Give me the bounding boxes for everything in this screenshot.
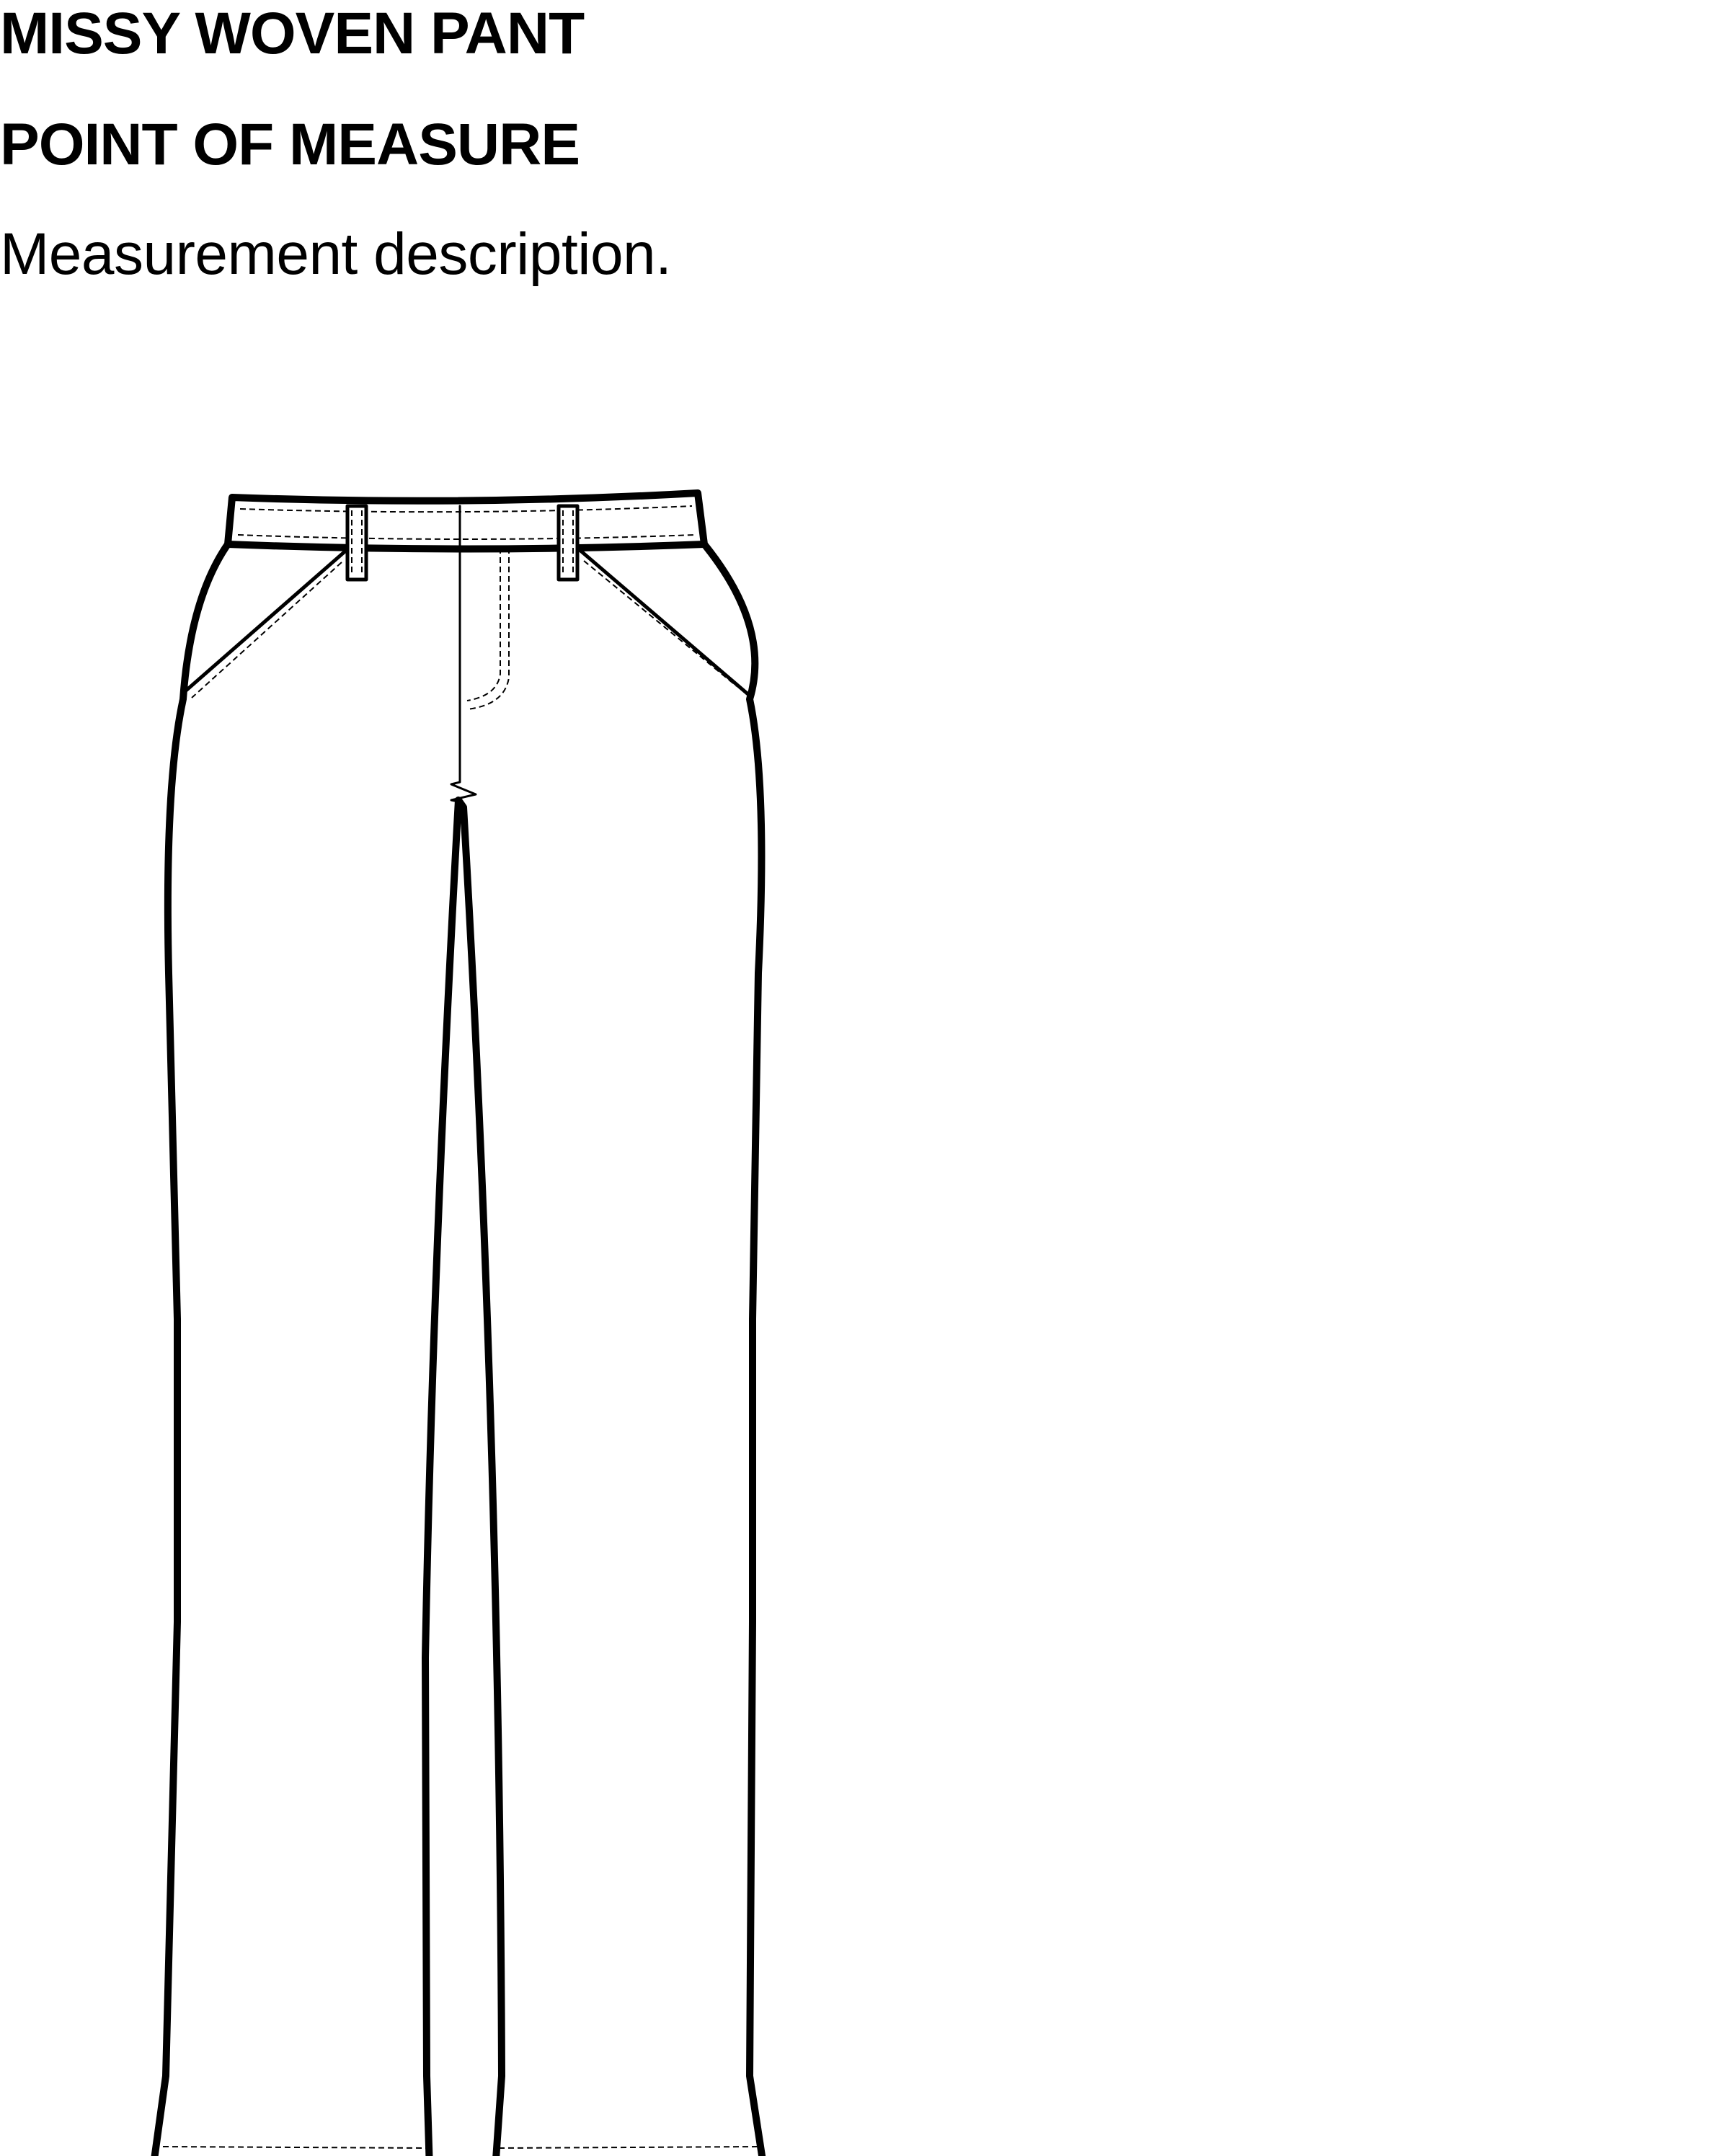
center-front-seam [450,505,477,803]
left-leg-hem [162,2146,430,2149]
right-belt-loop [556,504,580,582]
measurement-description: Measurement description. [0,221,672,287]
pant-silhouette [151,489,766,2156]
left-belt-loop [345,504,368,582]
right-front-pocket [577,547,752,698]
waistband [224,505,708,553]
fly-topstitch [466,548,501,701]
fly-topstitch-inner [466,548,510,710]
left-front-pocket [184,547,350,698]
garment-title: MISSY WOVEN PANT [0,1,585,66]
section-title: POINT OF MEASURE [0,112,580,177]
right-leg-hem [498,2146,762,2149]
